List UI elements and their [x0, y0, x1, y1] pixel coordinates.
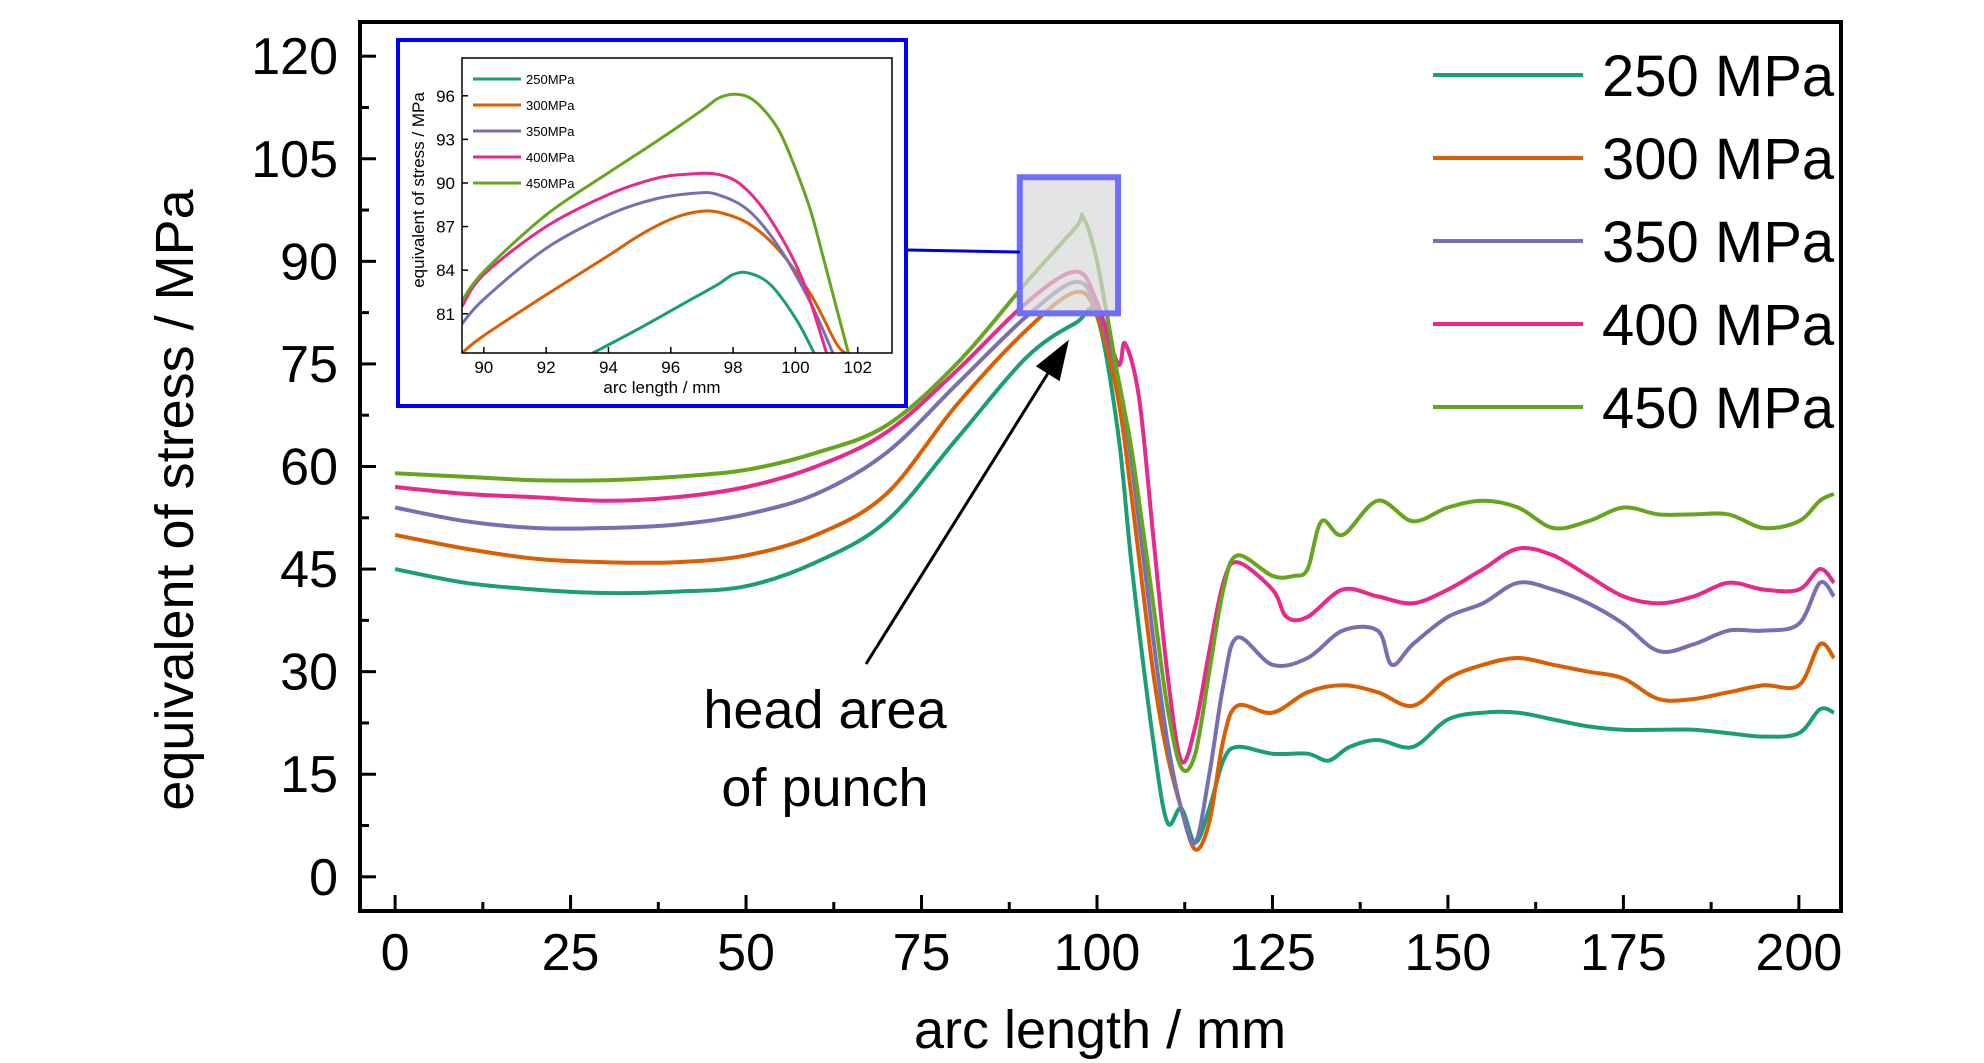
inset-y-tick-label: 87: [436, 218, 455, 237]
annotation-arrow-line: [864, 372, 1050, 665]
inset-x-tick-label: 98: [724, 358, 743, 377]
inset-y-tick-label: 84: [436, 261, 455, 280]
inset-x-tick-label: 96: [661, 358, 680, 377]
x-axis-title: arc length / mm: [914, 1000, 1286, 1060]
inset-y-tick-label: 90: [436, 174, 455, 193]
inset-y-tick-label: 81: [436, 305, 455, 324]
x-tick-label: 150: [1405, 924, 1492, 982]
legend-label-250: 250 MPa: [1602, 44, 1835, 109]
y-tick-label: 0: [309, 849, 338, 907]
inset-series-line-350: [462, 191, 835, 353]
inset-x-tick-label: 102: [844, 358, 872, 377]
inset-tick-labels: 90 92 94 96 98 100 102 81 84 87 90 93 96: [436, 87, 872, 377]
series-line-250: [394, 306, 1835, 845]
annotation-text-line-2: of punch: [721, 758, 928, 818]
x-tick-label: 125: [1229, 924, 1316, 982]
main-tick-marks: [360, 54, 1801, 911]
inset-y-axis-title: equivalent of stress / MPa: [409, 92, 428, 288]
head-area-annotation: head area of punch: [703, 339, 1069, 818]
inset-x-tick-label: 90: [474, 358, 493, 377]
y-tick-label: 45: [280, 541, 338, 599]
y-tick-label: 75: [280, 336, 338, 394]
inset-legend: 250MPa 300MPa 350MPa 400MPa 450MPa: [473, 72, 575, 191]
inset-legend-label-450: 450MPa: [526, 176, 575, 191]
series-line-400: [394, 269, 1836, 765]
inset-outer-frame: [396, 38, 908, 408]
inset-series-line-250: [592, 270, 816, 353]
x-tick-label: 0: [381, 924, 410, 982]
legend-label-450: 450 MPa: [1602, 376, 1835, 441]
inset-x-axis-title: arc length / mm: [603, 378, 720, 397]
y-tick-label: 105: [251, 131, 338, 189]
inset-y-tick-label: 96: [436, 87, 455, 106]
y-tick-label: 90: [280, 233, 338, 291]
x-tick-label: 200: [1756, 924, 1843, 982]
main-series-lines: [394, 212, 1836, 852]
series-line-300: [394, 289, 1836, 852]
inset-legend-label-300: 300MPa: [526, 98, 575, 113]
legend-label-400: 400 MPa: [1602, 293, 1835, 358]
annotation-arrow-head: [1035, 339, 1069, 382]
inset-series-line-450: [462, 92, 850, 353]
inset-legend-label-350: 350MPa: [526, 124, 575, 139]
y-tick-label: 30: [280, 644, 338, 702]
x-tick-label: 50: [717, 924, 775, 982]
inset-legend-label-400: 400MPa: [526, 150, 575, 165]
series-line-450: [394, 212, 1835, 773]
inset-x-tick-label: 94: [599, 358, 618, 377]
x-tick-label: 25: [542, 924, 600, 982]
x-tick-label: 175: [1580, 924, 1667, 982]
inset-y-tick-label: 93: [436, 130, 455, 149]
main-tick-labels: 0 25 50 75 100 125 150 175 200 0 15 30 45 60 75 90 105 12…: [251, 28, 1842, 982]
main-legend: 250 MPa 300 MPa 350 MPa 400 MPa 450 MPa: [1433, 44, 1835, 441]
inset-tick-marks: [462, 95, 859, 353]
legend-label-350: 350 MPa: [1602, 210, 1835, 275]
zoom-region-box: [1016, 174, 1122, 317]
inset-series-line-400: [462, 171, 829, 353]
inset-x-tick-label: 92: [537, 358, 556, 377]
y-tick-label: 120: [251, 28, 338, 86]
annotation-text-line-1: head area: [703, 680, 947, 740]
inset-x-tick-label: 100: [781, 358, 809, 377]
main-plot-frame: [358, 20, 1843, 913]
legend-label-300: 300 MPa: [1602, 127, 1835, 192]
x-tick-label: 100: [1054, 924, 1141, 982]
zoom-connector-line: [907, 248, 1020, 254]
series-line-350: [394, 279, 1836, 846]
y-tick-label: 60: [280, 439, 338, 497]
x-tick-label: 75: [893, 924, 951, 982]
inset-series-line-300: [462, 209, 847, 353]
inset-plot-frame: [461, 57, 893, 354]
y-axis-title: equivalent of stress / MPa: [145, 188, 205, 810]
inset-chart: 90 92 94 96 98 100 102 81 84 87 90 93 96 arc length …: [396, 38, 908, 408]
inset-legend-label-250: 250MPa: [526, 72, 575, 87]
inset-series-lines: [462, 92, 850, 353]
y-tick-label: 15: [280, 746, 338, 804]
